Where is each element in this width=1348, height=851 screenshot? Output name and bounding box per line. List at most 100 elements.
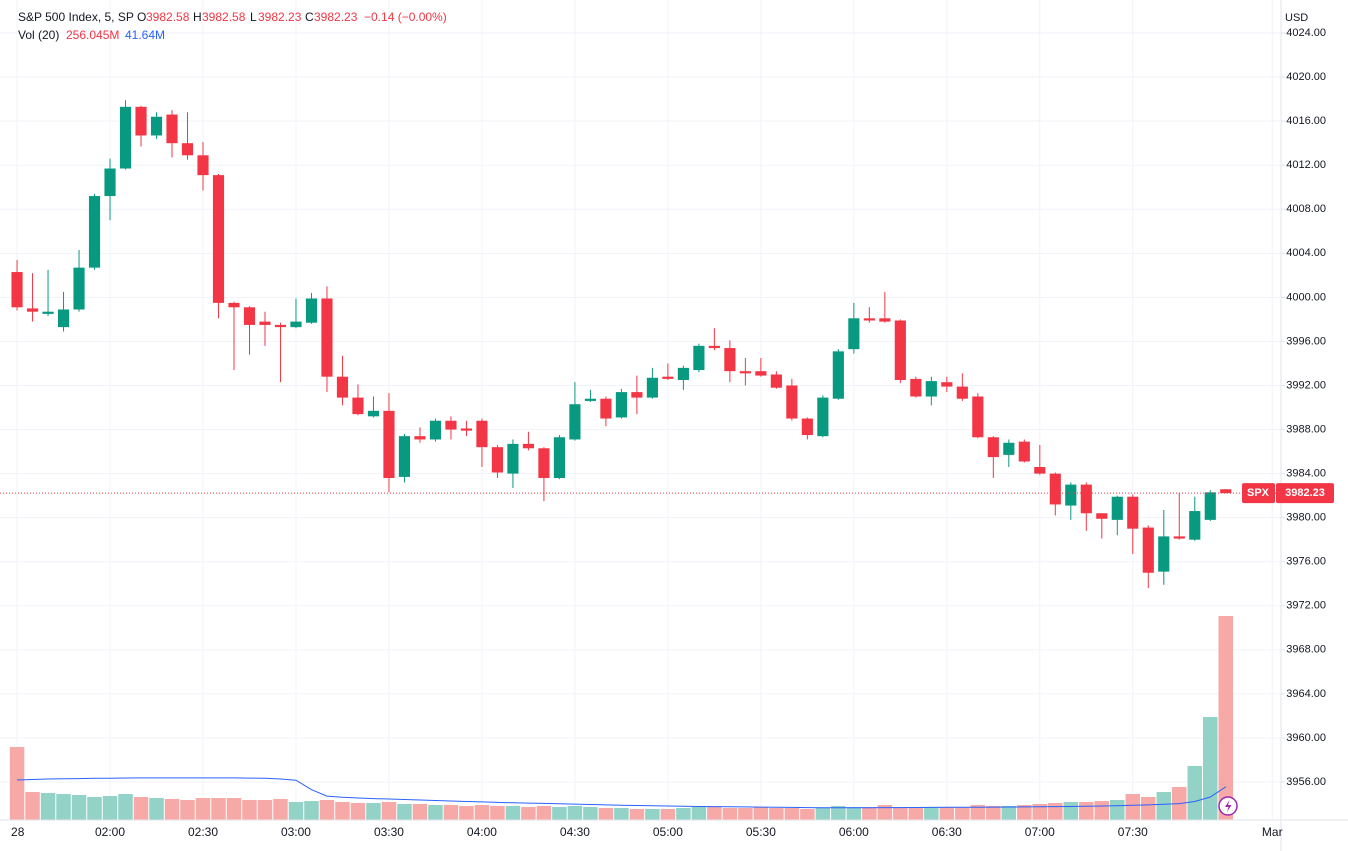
volume-bar	[924, 807, 939, 820]
volume-bar	[149, 798, 164, 820]
candle-body	[631, 392, 643, 398]
volume-bar	[831, 805, 846, 820]
candle-body	[553, 437, 565, 479]
volume-bar	[273, 798, 288, 820]
volume-bar	[1063, 801, 1079, 820]
replay-icon[interactable]	[1218, 796, 1238, 816]
candle-body	[352, 397, 364, 415]
y-tick-label: 3960.00	[1286, 732, 1326, 744]
candle-body	[708, 345, 720, 349]
volume-pane	[9, 616, 1234, 820]
candle-body	[26, 308, 39, 312]
x-tick-label: Mar	[1262, 825, 1283, 839]
volume-bar	[102, 796, 118, 820]
volume-bar	[536, 805, 552, 820]
candle-body	[460, 428, 473, 431]
volume-bar	[846, 807, 862, 820]
volume-bar	[257, 800, 273, 820]
x-tick-label: 06:30	[932, 825, 962, 839]
volume-bar	[1203, 716, 1218, 820]
volume-bar	[350, 803, 366, 820]
volume-bar	[567, 805, 583, 820]
candle-body	[1158, 536, 1170, 572]
candle-body	[925, 381, 937, 397]
y-tick-label: 3964.00	[1286, 688, 1326, 700]
candle-body	[166, 114, 178, 144]
x-tick-label: 04:30	[560, 825, 590, 839]
volume-bar	[769, 807, 784, 820]
volume-bar	[242, 800, 257, 820]
candle-body	[910, 378, 922, 397]
volume-bar	[443, 805, 459, 820]
volume-bar	[614, 807, 629, 820]
candle-body	[336, 376, 349, 398]
candle-body	[367, 410, 380, 417]
candle-body	[1065, 484, 1077, 506]
volume-legend-ma: 41.64M	[125, 28, 165, 42]
price-tag-symbol-bg	[1242, 483, 1275, 504]
candle-body	[135, 106, 147, 136]
volume-bar	[583, 807, 598, 820]
candle-body	[429, 420, 442, 440]
candle-body	[786, 385, 798, 419]
candle-body	[879, 318, 891, 322]
volume-bar	[118, 794, 133, 820]
candle-body	[228, 302, 240, 308]
candle-body	[894, 320, 906, 380]
candle-body	[445, 420, 457, 430]
volume-bar	[1187, 765, 1203, 820]
candle-body	[755, 371, 767, 376]
volume-bar	[1141, 796, 1156, 820]
volume-bar	[211, 798, 226, 820]
volume-bar	[9, 747, 25, 820]
volume-bar	[939, 807, 955, 820]
volume-bar	[164, 798, 180, 820]
candle-body	[321, 298, 333, 377]
volume-bar	[288, 801, 304, 820]
candle-body	[1173, 536, 1185, 539]
y-tick-label: 3992.00	[1286, 379, 1326, 391]
y-tick-label: 4004.00	[1286, 247, 1326, 259]
volume-bar	[490, 805, 505, 820]
volume-bar	[1156, 792, 1172, 820]
candle-body	[1142, 527, 1154, 573]
price-tag-symbol: SPX	[1247, 487, 1270, 499]
volume-bar	[71, 794, 87, 820]
volume-bar	[753, 807, 769, 820]
y-tick-label: 4024.00	[1286, 27, 1326, 39]
candle-body	[73, 267, 85, 310]
y-tick-label: 3996.00	[1286, 335, 1326, 347]
volume-bar	[304, 801, 319, 820]
candle-body	[693, 345, 705, 371]
volume-bar	[319, 800, 335, 820]
volume-bar	[1094, 801, 1110, 820]
candle-body	[646, 377, 658, 398]
legend-key: O	[137, 10, 146, 24]
volume-bar	[180, 800, 195, 820]
candle-body	[615, 392, 627, 418]
volume-bar	[366, 803, 381, 820]
volume-bar	[1032, 803, 1048, 820]
currency-label: USD	[1285, 12, 1308, 24]
candle-body	[305, 298, 318, 323]
volume-bar	[1218, 616, 1234, 820]
volume-bar	[862, 807, 877, 820]
x-tick-label: 06:00	[839, 825, 869, 839]
x-tick-label: 03:30	[374, 825, 404, 839]
volume-bar	[87, 796, 102, 820]
candle-body	[538, 448, 550, 479]
y-tick-label: 4008.00	[1286, 203, 1326, 215]
volume-bar	[815, 807, 831, 820]
y-tick-label: 3968.00	[1286, 644, 1326, 656]
legend-key: H	[193, 10, 202, 24]
legend-value: 3982.58	[202, 10, 246, 24]
candle-body	[739, 371, 751, 374]
candle-body	[88, 196, 101, 268]
icon-bolt	[1225, 800, 1232, 812]
volume-bar	[893, 807, 908, 820]
candle-body	[197, 155, 209, 176]
candle-body	[662, 376, 674, 379]
volume-bar	[133, 796, 149, 820]
y-tick-label: 3956.00	[1286, 776, 1326, 788]
candle-body	[832, 351, 844, 399]
